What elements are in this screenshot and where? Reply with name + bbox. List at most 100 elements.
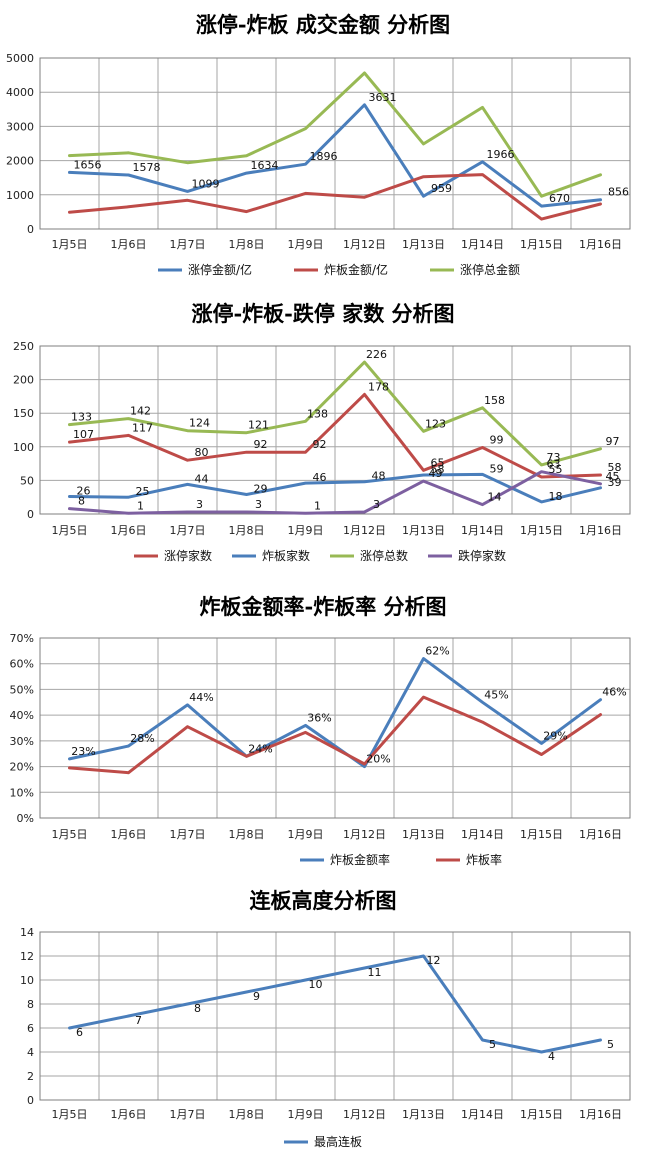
data-label: 123 [425, 417, 446, 430]
chart-turnover-svg: 涨停-炸板 成交金额 分析图 0 1000 2000 3000 4000 5000 1月5日 1… [6, 12, 631, 277]
x-tick-label: 1月9日 [288, 1108, 324, 1121]
data-label: 20% [366, 753, 390, 766]
legend-label: 涨停总数 [360, 548, 408, 563]
y-tick-label: 0 [27, 1094, 34, 1107]
x-tick-label: 1月14日 [461, 238, 504, 251]
y-tick-label: 20% [10, 761, 34, 774]
data-label: 1896 [310, 150, 338, 163]
data-label: 3631 [369, 91, 397, 104]
data-label: 1 [314, 499, 321, 512]
data-label: 28% [130, 732, 154, 745]
data-label: 29% [543, 729, 567, 742]
plot-area [39, 637, 631, 819]
series-line-0 [68, 657, 602, 769]
x-tick-label: 1月13日 [402, 1108, 445, 1121]
x-tick-label: 1月8日 [229, 828, 265, 841]
series-line-0 [68, 392, 602, 479]
y-tick-label: 0% [17, 812, 34, 825]
data-label: 124 [189, 417, 210, 430]
data-label: 58 [608, 461, 622, 474]
data-label: 59 [490, 462, 504, 475]
x-tick-label: 1月14日 [461, 828, 504, 841]
x-tick-label: 1月6日 [111, 524, 147, 537]
chart-height-panel: 连板高度分析图 0 2 4 6 8 10 12 14 1月5日 1月6日 1月7日 1月8日 1月9日 1月… [0, 882, 646, 1164]
y-tick-label: 3000 [6, 120, 34, 133]
y-tick-label: 6 [27, 1022, 34, 1035]
x-tick-label: 1月9日 [288, 828, 324, 841]
data-label: 8 [194, 1002, 201, 1015]
y-tick-label: 4 [27, 1046, 34, 1059]
data-label: 1656 [74, 158, 102, 171]
x-tick-label: 1月5日 [52, 828, 88, 841]
legend-label: 炸板金额/亿 [324, 262, 388, 277]
x-tick-label: 1月6日 [111, 238, 147, 251]
x-tick-label: 1月12日 [343, 1108, 386, 1121]
x-tick-label: 1月15日 [520, 1108, 563, 1121]
x-tick-label: 1月9日 [288, 524, 324, 537]
data-label: 92 [254, 438, 268, 451]
x-tick-label: 1月8日 [229, 1108, 265, 1121]
data-label: 55 [549, 463, 563, 476]
x-tick-label: 1月15日 [520, 238, 563, 251]
plot-area [39, 57, 631, 230]
data-label: 856 [608, 186, 629, 199]
data-label: 226 [366, 348, 387, 361]
y-tick-label: 0 [27, 223, 34, 236]
x-tick-label: 1月5日 [52, 1108, 88, 1121]
data-label: 97 [606, 435, 620, 448]
x-tick-label: 1月16日 [579, 828, 622, 841]
x-tick-label: 1月15日 [520, 524, 563, 537]
series-line-2 [68, 360, 602, 467]
x-tick-label: 1月7日 [170, 1108, 206, 1121]
data-label: 36% [307, 711, 331, 724]
series-line-0 [68, 103, 602, 208]
x-tick-label: 1月16日 [579, 524, 622, 537]
data-label: 3 [255, 498, 262, 511]
legend-label: 涨停金额/亿 [188, 262, 252, 277]
y-tick-label: 10 [20, 974, 34, 987]
data-label: 1099 [192, 177, 220, 190]
data-label: 12 [427, 954, 441, 967]
series-line-1 [68, 173, 602, 221]
series-line-0 [68, 954, 602, 1054]
y-tick-label: 50% [10, 683, 34, 696]
y-tick-label: 60% [10, 658, 34, 671]
data-label: 138 [307, 407, 328, 420]
data-label: 959 [431, 182, 452, 195]
y-tick-label: 200 [13, 374, 34, 387]
x-tick-label: 1月12日 [343, 238, 386, 251]
plot-area [39, 931, 631, 1101]
x-tick-label: 1月7日 [170, 524, 206, 537]
y-tick-label: 10% [10, 786, 34, 799]
x-tick-label: 1月14日 [461, 1108, 504, 1121]
data-label: 46 [313, 471, 327, 484]
data-label: 80 [195, 446, 209, 459]
data-label: 9 [253, 990, 260, 1003]
y-tick-label: 50 [20, 474, 34, 487]
data-label: 25 [136, 485, 150, 498]
x-tick-label: 1月6日 [111, 1108, 147, 1121]
data-label: 1 [137, 499, 144, 512]
data-label: 7 [135, 1014, 142, 1027]
y-tick-label: 250 [13, 340, 34, 353]
x-tick-label: 1月9日 [288, 238, 324, 251]
y-tick-label: 70% [10, 632, 34, 645]
chart-height-title: 连板高度分析图 [250, 888, 397, 913]
y-tick-label: 8 [27, 998, 34, 1011]
y-tick-label: 4000 [6, 86, 34, 99]
legend-label: 涨停家数 [164, 548, 212, 563]
legend-label: 炸板率 [466, 852, 502, 867]
x-tick-label: 1月13日 [402, 524, 445, 537]
data-label: 6 [76, 1026, 83, 1039]
chart-height-svg: 连板高度分析图 0 2 4 6 8 10 12 14 1月5日 1月6日 1月7日 1月8日 1月9日 1月… [20, 888, 631, 1149]
data-label: 45 [606, 470, 620, 483]
data-label: 46% [602, 686, 626, 699]
data-label: 3 [373, 498, 380, 511]
data-label: 23% [71, 745, 95, 758]
data-label: 142 [130, 405, 151, 418]
data-label: 107 [73, 428, 94, 441]
data-label: 178 [368, 380, 389, 393]
y-tick-label: 100 [13, 441, 34, 454]
data-label: 49 [429, 467, 443, 480]
